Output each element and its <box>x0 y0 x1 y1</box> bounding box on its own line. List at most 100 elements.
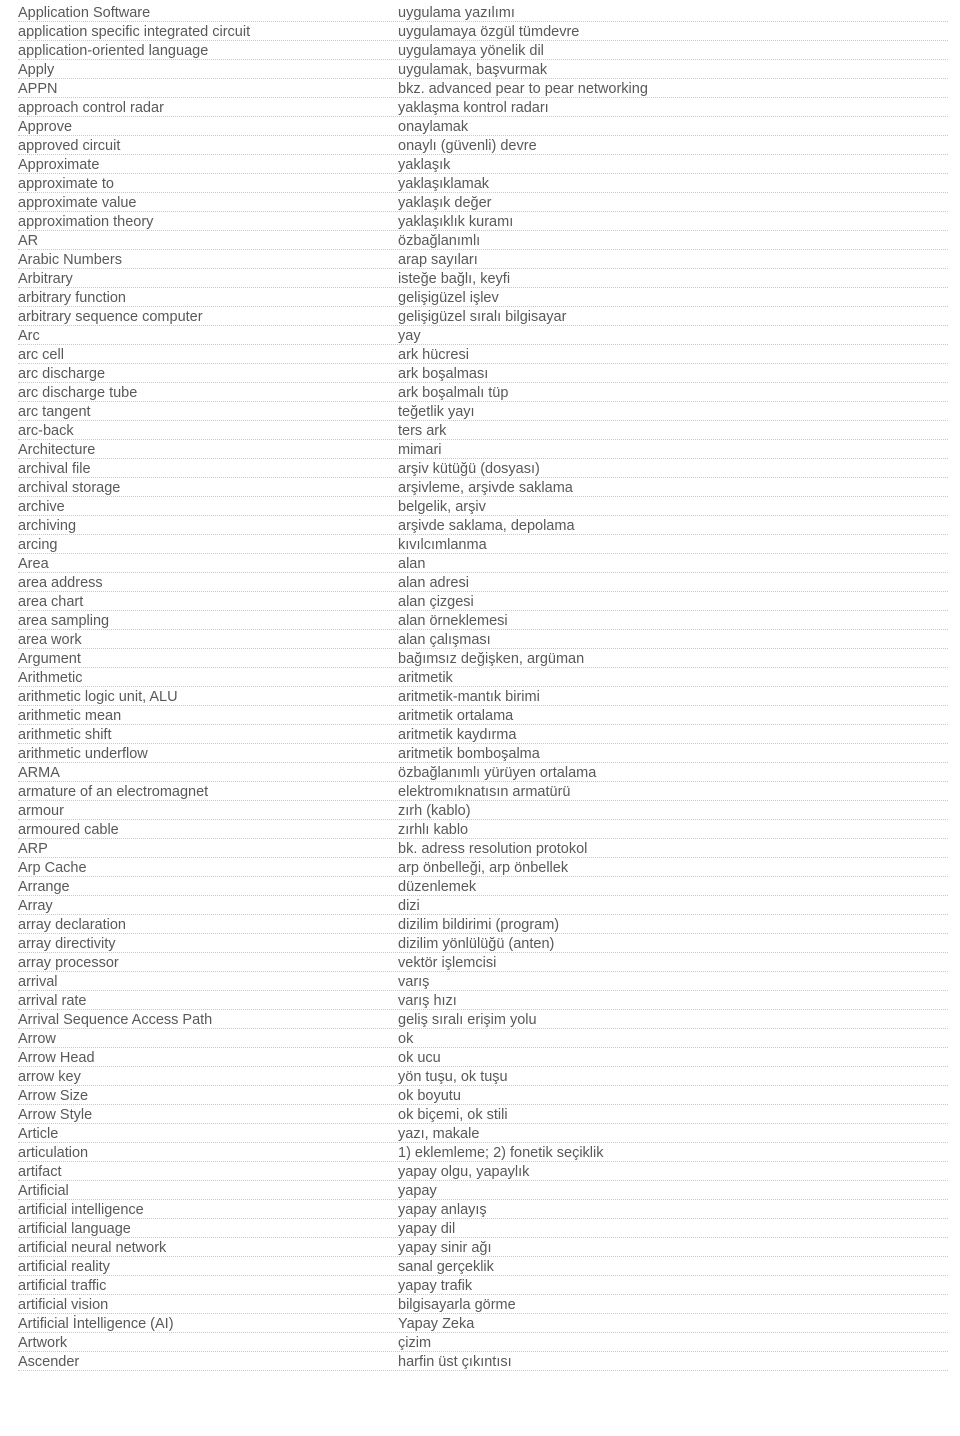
term-english: APPN <box>18 80 398 99</box>
term-english: archival file <box>18 460 398 479</box>
glossary-row: Articleyazı, makale <box>18 1125 942 1144</box>
glossary-row: Ascenderharfin üst çıkıntısı <box>18 1353 942 1372</box>
glossary-row: arbitrary functiongelişigüzel işlev <box>18 289 942 308</box>
term-english: arithmetic underflow <box>18 745 398 764</box>
term-english: archive <box>18 498 398 517</box>
glossary-row: area chartalan çizgesi <box>18 593 942 612</box>
glossary-row: artificial neural networkyapay sinir ağı <box>18 1239 942 1258</box>
glossary-row: Arabic Numbersarap sayıları <box>18 251 942 270</box>
term-english: armour <box>18 802 398 821</box>
term-english: arcing <box>18 536 398 555</box>
glossary-row: armature of an electromagnetelektromıkna… <box>18 783 942 802</box>
term-english: artificial language <box>18 1220 398 1239</box>
glossary-row: Arrow Headok ucu <box>18 1049 942 1068</box>
glossary-row: ARPbk. adress resolution protokol <box>18 840 942 859</box>
glossary-row: arc dischargeark boşalması <box>18 365 942 384</box>
term-english: Arrow Style <box>18 1106 398 1125</box>
term-english: area work <box>18 631 398 650</box>
glossary-row: array directivitydizilim yönlülüğü (ante… <box>18 935 942 954</box>
term-english: archival storage <box>18 479 398 498</box>
term-english: Approximate <box>18 156 398 175</box>
glossary-row: Areaalan <box>18 555 942 574</box>
term-english: Arp Cache <box>18 859 398 878</box>
glossary-row: Artworkçizim <box>18 1334 942 1353</box>
term-english: area address <box>18 574 398 593</box>
term-english: arithmetic logic unit, ALU <box>18 688 398 707</box>
term-english: approximate to <box>18 175 398 194</box>
term-english: Architecture <box>18 441 398 460</box>
term-english: array processor <box>18 954 398 973</box>
glossary-row: Approveonaylamak <box>18 118 942 137</box>
term-english: Ascender <box>18 1353 398 1372</box>
glossary-row: ARözbağlanımlı <box>18 232 942 251</box>
term-english: ARMA <box>18 764 398 783</box>
term-english: artificial intelligence <box>18 1201 398 1220</box>
glossary-row: arcingkıvılcımlanma <box>18 536 942 555</box>
term-english: Arrow <box>18 1030 398 1049</box>
glossary-row: arrivalvarış <box>18 973 942 992</box>
term-english: Application Software <box>18 4 398 23</box>
term-english: array directivity <box>18 935 398 954</box>
glossary-row: Arrangedüzenlemek <box>18 878 942 897</box>
term-english: Arabic Numbers <box>18 251 398 270</box>
glossary-row: application specific integrated circuitu… <box>18 23 942 42</box>
glossary-page: Application Softwareuygulama yazılımıapp… <box>0 0 960 1436</box>
term-english: Approve <box>18 118 398 137</box>
glossary-row: arc cellark hücresi <box>18 346 942 365</box>
glossary-row: articulation1) eklemleme; 2) fonetik seç… <box>18 1144 942 1163</box>
glossary-row: arc discharge tubeark boşalmalı tüp <box>18 384 942 403</box>
glossary-row: Approximateyaklaşık <box>18 156 942 175</box>
glossary-row: artificial visionbilgisayarla görme <box>18 1296 942 1315</box>
term-english: armoured cable <box>18 821 398 840</box>
glossary-row: Arcyay <box>18 327 942 346</box>
glossary-row: APPNbkz. advanced pear to pear networkin… <box>18 80 942 99</box>
term-english: array declaration <box>18 916 398 935</box>
term-english: area sampling <box>18 612 398 631</box>
glossary-row: Arraydizi <box>18 897 942 916</box>
term-english: arbitrary sequence computer <box>18 308 398 327</box>
term-english: arc cell <box>18 346 398 365</box>
term-english: application specific integrated circuit <box>18 23 398 42</box>
glossary-row: arc tangentteğetlik yayı <box>18 403 942 422</box>
term-english: Arrange <box>18 878 398 897</box>
term-english: approximate value <box>18 194 398 213</box>
term-english: approximation theory <box>18 213 398 232</box>
term-english: AR <box>18 232 398 251</box>
term-english: armature of an electromagnet <box>18 783 398 802</box>
glossary-row: artificial intelligenceyapay anlayış <box>18 1201 942 1220</box>
glossary-row: arithmetic underflowaritmetik bomboşalma <box>18 745 942 764</box>
glossary-row: Arrowok <box>18 1030 942 1049</box>
glossary-row: Arp Cachearp önbelleği, arp önbellek <box>18 859 942 878</box>
term-english: Artificial <box>18 1182 398 1201</box>
term-english: arrival rate <box>18 992 398 1011</box>
glossary-row: Application Softwareuygulama yazılımı <box>18 4 942 23</box>
glossary-row: area samplingalan örneklemesi <box>18 612 942 631</box>
term-english: Arrow Head <box>18 1049 398 1068</box>
term-english: Article <box>18 1125 398 1144</box>
term-english: Arc <box>18 327 398 346</box>
term-english: arithmetic shift <box>18 726 398 745</box>
glossary-row: array processorvektör işlemcisi <box>18 954 942 973</box>
glossary-row: array declarationdizilim bildirimi (prog… <box>18 916 942 935</box>
glossary-row: approximate toyaklaşıklamak <box>18 175 942 194</box>
glossary-row: artifactyapay olgu, yapaylık <box>18 1163 942 1182</box>
term-english: Arithmetic <box>18 669 398 688</box>
glossary-row: armourzırh (kablo) <box>18 802 942 821</box>
term-english: artifact <box>18 1163 398 1182</box>
glossary-row: area workalan çalışması <box>18 631 942 650</box>
glossary-row: approximate valueyaklaşık değer <box>18 194 942 213</box>
term-english: artificial traffic <box>18 1277 398 1296</box>
term-english: arc tangent <box>18 403 398 422</box>
glossary-row: arithmetic shiftaritmetik kaydırma <box>18 726 942 745</box>
glossary-row: approach control radaryaklaşma kontrol r… <box>18 99 942 118</box>
term-english: arrival <box>18 973 398 992</box>
glossary-row: Arbitraryisteğe bağlı, keyfi <box>18 270 942 289</box>
term-english: arc discharge <box>18 365 398 384</box>
term-english: arithmetic mean <box>18 707 398 726</box>
glossary-row: arc-backters ark <box>18 422 942 441</box>
glossary-row: arbitrary sequence computergelişigüzel s… <box>18 308 942 327</box>
glossary-row: ARMAözbağlanımlı yürüyen ortalama <box>18 764 942 783</box>
glossary-row: archivingarşivde saklama, depolama <box>18 517 942 536</box>
glossary-row: Artificialyapay <box>18 1182 942 1201</box>
term-english: arc-back <box>18 422 398 441</box>
